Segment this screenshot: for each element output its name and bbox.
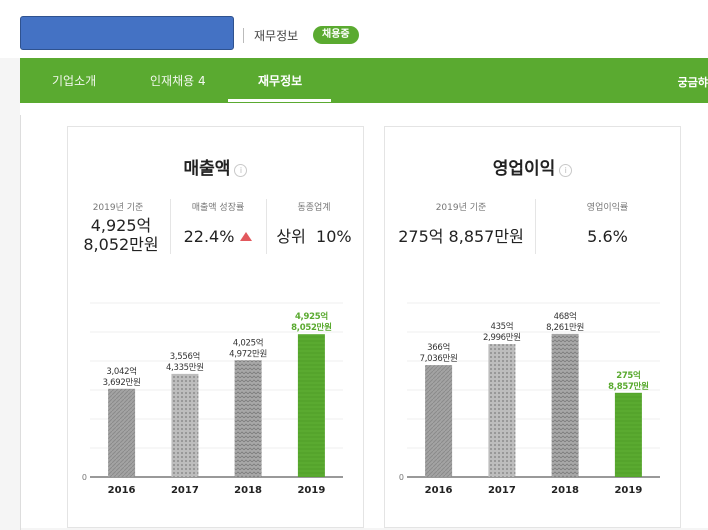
bar-2016[interactable] xyxy=(425,365,453,477)
profit-margin-label: 영업이익률 xyxy=(586,203,629,213)
stat-divider xyxy=(266,199,267,254)
profit-basis-label: 2019년 기준 xyxy=(435,203,487,213)
x-tick-label: 2018 xyxy=(551,485,579,495)
revenue-amount-line2: 8,052만원 xyxy=(83,235,159,254)
bar-2019[interactable] xyxy=(614,392,642,477)
operating-profit-card: 영업이익 i 2019년 기준 275억 8,857만원 영업이익률 5.6% 0… xyxy=(384,126,681,528)
bar-data-label: 8,857만원 xyxy=(608,381,649,392)
x-tick-label: 2017 xyxy=(171,485,199,495)
bar-data-label: 8,261만원 xyxy=(546,323,584,333)
industry-rank-label: 동종업계 xyxy=(297,203,331,213)
up-arrow-icon xyxy=(240,232,253,241)
bar-data-label: 3,042억 xyxy=(106,366,136,377)
revenue-growth-label: 매출액 성장률 xyxy=(191,203,245,213)
x-tick-label: 2016 xyxy=(108,485,136,495)
profit-title-row: 영업이익 i xyxy=(385,154,680,179)
bar-data-label: 3,692만원 xyxy=(103,378,141,388)
bar-2019[interactable] xyxy=(297,334,325,477)
nav-tab-company-intro[interactable]: 기업소개 xyxy=(52,74,97,88)
active-tab-indicator xyxy=(228,99,331,102)
x-tick-label: 2016 xyxy=(425,485,453,495)
bar-data-label: 3,556억 xyxy=(170,351,200,362)
bar-2016[interactable] xyxy=(108,388,136,477)
top-header: 재무정보 채용중 xyxy=(0,0,708,58)
revenue-growth-row: 22.4% xyxy=(170,227,266,246)
x-tick-label: 2018 xyxy=(234,485,262,495)
revenue-title: 매출액 xyxy=(183,159,231,179)
profit-title: 영업이익 xyxy=(492,159,556,179)
left-border xyxy=(20,115,21,530)
profit-amount: 275억 8,857만원 xyxy=(398,227,524,246)
revenue-growth-value: 22.4% xyxy=(183,227,235,246)
nav-tab-questions[interactable]: 궁금햐 xyxy=(677,76,708,89)
x-tick-label: 2019 xyxy=(614,485,642,495)
stat-divider xyxy=(535,199,536,254)
x-tick-label: 2019 xyxy=(297,485,325,495)
y-tick-label: 0 xyxy=(399,473,404,482)
bar-data-label: 435억 xyxy=(490,321,513,332)
bar-data-label: 366억 xyxy=(427,342,450,353)
nav-tab-finance[interactable]: 재무정보 xyxy=(258,74,303,88)
bar-2018[interactable] xyxy=(234,360,262,477)
bar-data-label: 4,025억 xyxy=(233,337,263,348)
bar-data-label: 7,036만원 xyxy=(420,354,458,364)
bar-data-label: 4,972만원 xyxy=(229,349,267,359)
bar-data-label: 2,996만원 xyxy=(483,333,521,343)
nav-bar: 기업소개 인재채용 4 재무정보 궁금햐 xyxy=(20,58,708,103)
info-icon[interactable]: i xyxy=(234,164,248,177)
bar-data-label: 4,925억 xyxy=(295,311,328,322)
industry-rank-value: 상위 10% xyxy=(276,227,352,246)
bar-data-label: 468억 xyxy=(554,311,577,322)
revenue-basis-label: 2019년 기준 xyxy=(92,203,144,213)
header-divider xyxy=(243,28,244,43)
hiring-badge[interactable]: 채용중 xyxy=(313,26,359,44)
revenue-card: 매출액 i 2019년 기준 4,925억 8,052만원 매출액 성장률 22.… xyxy=(67,126,364,528)
revenue-amount-line1: 4,925억 xyxy=(90,216,152,235)
x-tick-label: 2017 xyxy=(488,485,516,495)
info-icon[interactable]: i xyxy=(559,164,573,177)
profit-margin-value: 5.6% xyxy=(587,227,628,246)
bar-data-label: 275억 xyxy=(616,370,640,381)
bar-data-label: 8,052만원 xyxy=(291,322,332,333)
revenue-title-row: 매출액 i xyxy=(68,154,363,179)
bar-2017[interactable] xyxy=(488,344,516,477)
bar-data-label: 4,335만원 xyxy=(166,363,204,373)
stat-divider xyxy=(170,199,171,254)
bar-2018[interactable] xyxy=(551,333,579,477)
nav-tab-recruitment[interactable]: 인재채용 4 xyxy=(150,74,206,88)
bar-2017[interactable] xyxy=(171,373,199,477)
header-finance-label: 재무정보 xyxy=(254,29,299,43)
y-tick-label: 0 xyxy=(82,473,87,482)
company-logo[interactable] xyxy=(20,16,234,50)
